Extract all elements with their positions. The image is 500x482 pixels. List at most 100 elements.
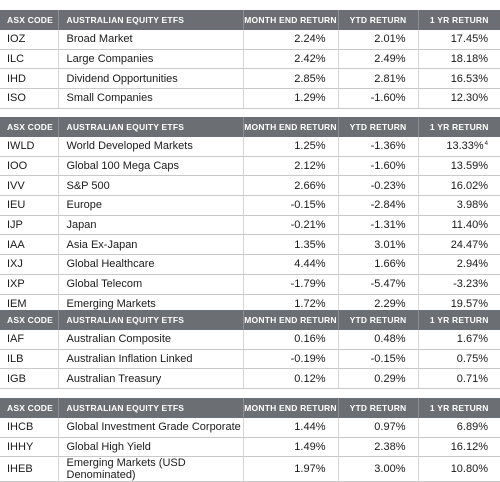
month-end-return-cell: 1.97% (242, 456, 338, 482)
etf-name-cell-text: Global Investment Grade Corporate (66, 421, 241, 434)
asx-code-cell: IEU (0, 195, 58, 216)
ytd-return-cell-text: -1.60% (370, 92, 406, 105)
one-yr-return-cell-text: 16.02% (450, 179, 488, 192)
ytd-return-cell: 2.01% (337, 30, 418, 50)
month-end-return-cell-text: 2.24% (294, 33, 326, 46)
one-yr-return-cell: 0.71% (417, 368, 500, 390)
month-end-return-cell-text: 1.72% (294, 297, 326, 310)
etf-name-cell-text: Emerging Markets (USD Denominated) (66, 457, 186, 482)
ytd-return-cell: 3.00% (337, 456, 418, 482)
ytd-return-cell-text: -1.60% (370, 160, 406, 173)
one-yr-return-cell-text: 12.30% (450, 92, 488, 105)
asx-code-cell: IXP (0, 274, 58, 295)
month-end-return-cell-text: 1.29% (294, 92, 326, 105)
etf-name-cell: Global 100 Mega Caps (57, 156, 243, 177)
ytd-return-cell: 0.29% (337, 368, 418, 390)
asx-code-cell: IVV (0, 175, 58, 197)
etf-name-cell: Global Investment Grade Corporate (57, 418, 243, 438)
ytd-return-cell: -5.47% (337, 274, 418, 295)
etf-name-cell-text: Europe (66, 199, 102, 212)
one-yr-return-cell-text: 2.94% (456, 258, 488, 271)
month-end-return-cell: -1.79% (242, 274, 338, 295)
one-yr-return-cell: 16.12% (417, 437, 500, 458)
one-yr-return-cell: 24.47% (417, 234, 500, 256)
one-yr-return-cell: 2.94% (417, 254, 500, 275)
asx-code-cell-text: ISO (7, 92, 26, 105)
ytd-return-cell: -1.31% (337, 215, 418, 236)
one-yr-return-cell-text: 19.57% (450, 297, 488, 310)
etf-name-cell: Asia Ex-Japan (57, 234, 243, 256)
header-asx-code: ASX CODE (0, 398, 58, 418)
ytd-return-cell-text: 2.38% (374, 441, 406, 454)
ytd-return-cell-text: 0.97% (374, 421, 406, 434)
etf-name-cell: Dividend Opportunities (57, 68, 243, 90)
asx-code-cell-text: IHD (7, 72, 26, 85)
header-1yr-return: 1 YR RETURN (417, 310, 500, 330)
table-row: IXP Global Telecom -1.79% -5.47% -3.23% (0, 274, 500, 295)
header-1yr-return: 1 YR RETURN (417, 117, 500, 137)
etf-name-cell-text: Global 100 Mega Caps (66, 160, 180, 173)
ytd-return-cell-text: 0.29% (374, 372, 406, 385)
one-yr-return-cell-text: 13.33% (446, 140, 484, 153)
asx-code-cell: ILC (0, 49, 58, 70)
one-yr-return-cell: 13.33%4 (417, 137, 500, 157)
asx-code-cell-text: IAA (7, 238, 25, 251)
one-yr-return-cell-text: 1.67% (456, 333, 488, 346)
asx-code-cell: IHCB (0, 418, 58, 438)
ytd-return-cell: 2.81% (337, 68, 418, 90)
month-end-return-cell: 2.24% (242, 30, 338, 50)
ytd-return-cell: -1.36% (337, 137, 418, 157)
ytd-return-cell: 3.01% (337, 234, 418, 256)
one-yr-return-cell: 6.89% (417, 418, 500, 438)
etf-name-cell: Australian Treasury (57, 368, 243, 390)
header-etf-name: AUSTRALIAN EQUITY ETFS (57, 10, 243, 30)
header-asx-code: ASX CODE (0, 117, 58, 137)
month-end-return-cell: 4.44% (242, 254, 338, 275)
month-end-return-cell: 2.42% (242, 49, 338, 70)
month-end-return-cell-text: 2.42% (294, 53, 326, 66)
month-end-return-cell-text: 0.12% (294, 372, 326, 385)
header-month-end-return: MONTH END RETURN (242, 117, 338, 137)
header-ytd-return: YTD RETURN (337, 398, 418, 418)
month-end-return-cell: 0.12% (242, 368, 338, 390)
month-end-return-cell-text: -0.19% (290, 353, 326, 366)
month-end-return-cell-text: 4.44% (294, 258, 326, 271)
table-row: IHHY Global High Yield 1.49% 2.38% 16.12% (0, 437, 500, 458)
month-end-return-cell: 1.29% (242, 88, 338, 109)
month-end-return-cell-text: 0.16% (294, 333, 326, 346)
table-row: IOZ Broad Market 2.24% 2.01% 17.45% (0, 30, 500, 50)
month-end-return-cell: 1.25% (242, 137, 338, 157)
one-yr-return-cell-text: 24.47% (450, 238, 488, 251)
month-end-return-cell: 1.44% (242, 418, 338, 438)
header-month-end-return: MONTH END RETURN (242, 398, 338, 418)
table-row: IHCB Global Investment Grade Corporate 1.4… (0, 418, 500, 438)
header-asx-code: ASX CODE (0, 310, 58, 330)
ytd-return-cell-text: 3.01% (374, 238, 406, 251)
ytd-return-cell-text: -0.23% (370, 179, 406, 192)
etf-table-section-4: ASX CODE AUSTRALIAN EQUITY ETFS MONTH EN… (0, 398, 500, 482)
asx-code-cell: IOO (0, 156, 58, 177)
one-yr-return-cell: 11.40% (417, 215, 500, 236)
etf-name-cell: Global Telecom (57, 274, 243, 295)
month-end-return-cell-text: -0.21% (290, 219, 326, 232)
table-row: IGB Australian Treasury 0.12% 0.29% 0.71% (0, 368, 500, 390)
table-header-row: ASX CODE AUSTRALIAN EQUITY ETFS MONTH EN… (0, 310, 500, 330)
asx-code-cell: IWLD (0, 137, 58, 157)
asx-code-cell: IHHY (0, 437, 58, 458)
one-yr-return-cell: 3.98% (417, 195, 500, 216)
header-month-end-return: MONTH END RETURN (242, 10, 338, 30)
table-row: ILC Large Companies 2.42% 2.49% 18.18% (0, 49, 500, 70)
month-end-return-cell: 2.12% (242, 156, 338, 177)
table-row: IJP Japan -0.21% -1.31% 11.40% (0, 215, 500, 236)
month-end-return-cell-text: 2.66% (294, 179, 326, 192)
ytd-return-cell: 2.38% (337, 437, 418, 458)
table-row: IAA Asia Ex-Japan 1.35% 3.01% 24.47% (0, 234, 500, 256)
header-etf-name: AUSTRALIAN EQUITY ETFS (57, 310, 243, 330)
ytd-return-cell-text: 3.00% (374, 463, 406, 476)
table-row: IEM Emerging Markets 1.72% 2.29% 19.57% (0, 294, 500, 315)
month-end-return-cell-text: 1.35% (294, 238, 326, 251)
etf-name-cell-text: Australian Inflation Linked (66, 353, 193, 366)
month-end-return-cell: 2.66% (242, 175, 338, 197)
one-yr-return-cell: 1.67% (417, 330, 500, 350)
